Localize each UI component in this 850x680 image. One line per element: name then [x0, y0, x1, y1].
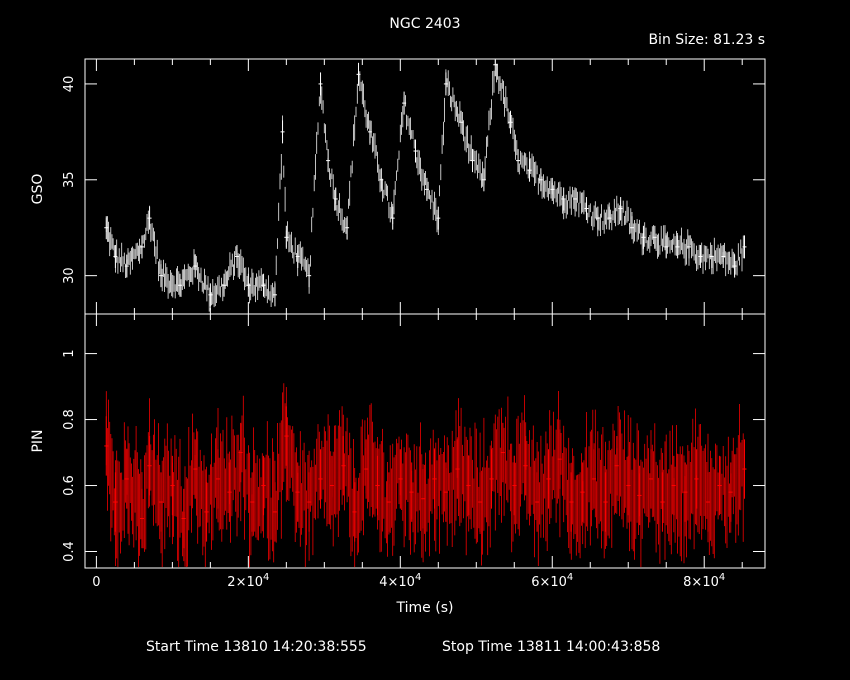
plot-frame	[84, 313, 766, 569]
x-tick-label: 4×104	[379, 572, 421, 590]
pin-axis-label: PIN	[30, 429, 46, 452]
x-axis-label: Time (s)	[396, 600, 454, 616]
x-axis: 0 2×104 4×104 6×104 8×104	[92, 59, 743, 590]
pin-series-line	[105, 383, 744, 567]
x-tick-label: 8×104	[683, 572, 725, 590]
gso-axis-label: GSO	[30, 174, 46, 205]
y-tick-label: 30	[62, 267, 77, 284]
y-tick-label: 40	[62, 76, 77, 93]
y-tick-label: 1	[62, 349, 77, 357]
x-tick-label: 6×104	[531, 572, 573, 590]
stop-time-label: Stop Time 13811 14:00:43:858	[442, 639, 660, 655]
y-tick-label: 0.6	[62, 475, 77, 496]
x-tick-label: 0	[92, 575, 100, 590]
y-tick-label: 0.4	[62, 541, 77, 562]
gso-panel: 30 35 40	[62, 58, 766, 315]
chart-title: NGC 2403	[389, 16, 460, 32]
gso-series-line	[105, 60, 744, 312]
y-tick-label: 0.8	[62, 409, 77, 430]
bin-size-label: Bin Size: 81.23 s	[648, 32, 765, 48]
y-tick-label: 35	[62, 172, 77, 189]
start-time-label: Start Time 13810 14:20:38:555	[146, 639, 367, 655]
x-tick-label: 2×104	[227, 572, 269, 590]
pin-panel: 0.4 0.6 0.8 1	[62, 313, 766, 569]
